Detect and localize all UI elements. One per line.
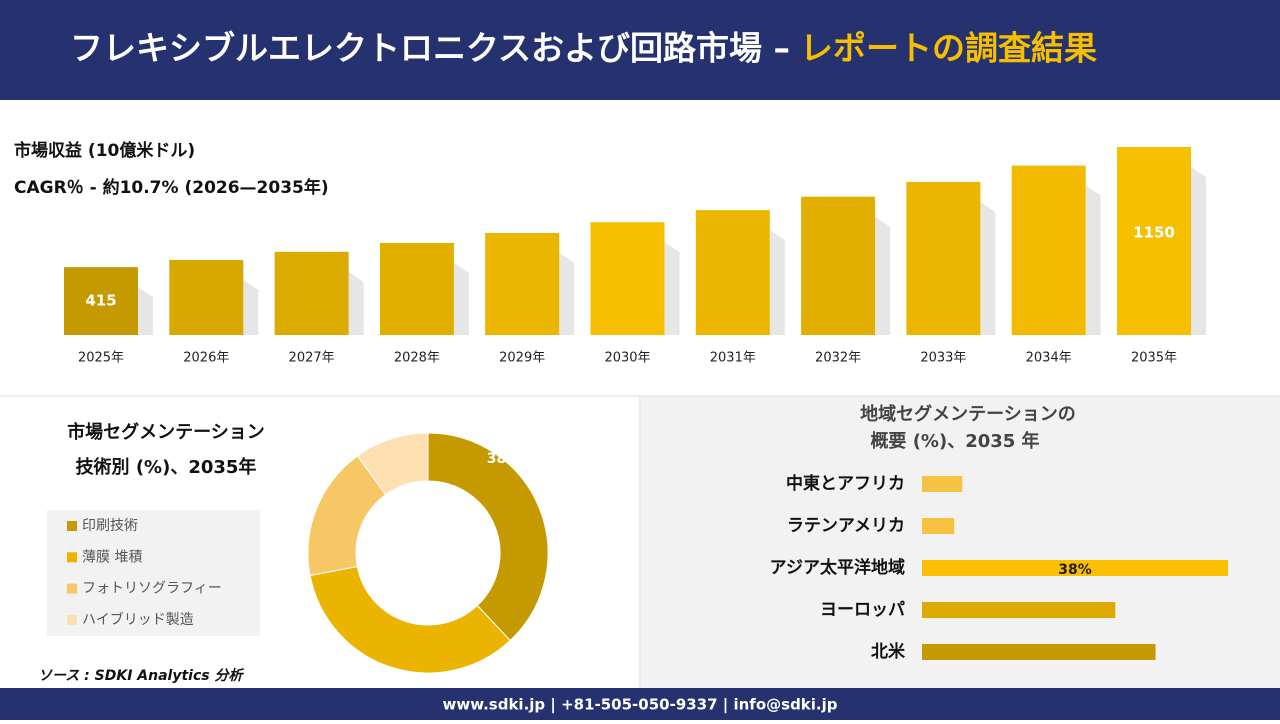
bar <box>922 602 1116 618</box>
value-label: 38% <box>1058 562 1092 578</box>
bar-shadow <box>559 252 575 335</box>
bar-shadow <box>875 216 891 335</box>
header-highlight: レポートの調査結果 <box>800 29 1097 68</box>
value-label: 1150 <box>1133 224 1175 242</box>
x-tick-label: 2031年 <box>710 351 756 366</box>
footer-contact: www.sdki.jp | +81-505-050-9337 | info@sd… <box>442 696 837 715</box>
bar-shadow <box>348 271 364 335</box>
y-tick-label: ヨーロッパ <box>820 600 905 620</box>
bar-shadow <box>664 242 680 335</box>
chart-title: 市場収益 (10億米ドル) <box>14 140 195 161</box>
bar-shadow <box>453 262 469 335</box>
bar-shadow <box>980 201 996 335</box>
bar-shadow <box>769 230 785 335</box>
bar <box>922 476 963 492</box>
donut-segment <box>309 565 511 674</box>
legend-bg <box>47 510 260 636</box>
bar <box>1011 165 1086 335</box>
source: ソース : SDKI Analytics 分析 <box>38 667 244 684</box>
x-tick-label: 2035年 <box>1131 351 1177 366</box>
value-label: 415 <box>85 292 116 310</box>
legend-swatch <box>67 583 77 594</box>
header-title: フレキシブルエレクトロニクスおよび回路市場 – <box>70 29 790 68</box>
bar-shadow <box>1191 167 1206 335</box>
value-label: 38% <box>487 451 521 467</box>
legend-label: 印刷技術 <box>82 518 138 534</box>
x-tick-label: 2030年 <box>604 351 650 366</box>
legend-swatch <box>67 552 77 563</box>
bar <box>695 210 770 335</box>
x-tick-label: 2026年 <box>183 351 229 366</box>
donut-segment <box>427 432 549 642</box>
x-tick-label: 2034年 <box>1026 351 1072 366</box>
y-tick-label: 中東とアフリカ <box>786 473 905 494</box>
bar <box>1117 147 1191 335</box>
chart-subtitle: 概要 (%)、2035 年 <box>870 430 1039 452</box>
y-tick-label: 北米 <box>871 641 906 662</box>
x-tick-label: 2025年 <box>78 351 124 366</box>
bar <box>922 518 955 534</box>
bar <box>922 560 1228 576</box>
x-tick-label: 2032年 <box>815 351 861 366</box>
x-tick-label: 2028年 <box>394 351 440 366</box>
bar <box>801 196 876 335</box>
bar <box>590 222 665 335</box>
header-bg <box>0 0 1280 100</box>
legend-label: ハイブリッド製造 <box>82 611 194 628</box>
chart-subtitle: CAGR％ - 約10.7% (2026—2035年) <box>14 177 329 198</box>
x-tick-label: 2033年 <box>920 351 966 366</box>
bar <box>64 267 138 335</box>
y-tick-label: アジア太平洋地域 <box>770 557 905 578</box>
chart-title: 市場セグメンテーション <box>67 421 265 443</box>
chart-title: 地域セグメンテーションの <box>860 403 1076 425</box>
legend-label: フォトリソグラフィー <box>82 581 222 597</box>
bar <box>379 242 454 335</box>
region-panel-bg <box>641 397 1280 688</box>
bar <box>485 232 560 335</box>
legend-label: 薄膜 堆積 <box>82 549 142 565</box>
bar <box>906 181 981 335</box>
legend-swatch <box>67 521 77 531</box>
donut-segment <box>356 432 429 496</box>
legend-swatch <box>67 614 77 625</box>
bar-shadow <box>1085 185 1101 335</box>
bar <box>274 251 349 335</box>
bar-shadow <box>243 279 259 335</box>
x-tick-label: 2029年 <box>499 351 545 366</box>
bar <box>922 644 1156 660</box>
x-tick-label: 2027年 <box>289 351 335 366</box>
chart-subtitle: 技術別 (%)、2035年 <box>76 456 257 478</box>
bar <box>169 259 244 335</box>
bar-shadow <box>138 287 153 335</box>
footer-bg <box>0 688 1280 720</box>
y-tick-label: ラテンアメリカ <box>787 516 905 536</box>
